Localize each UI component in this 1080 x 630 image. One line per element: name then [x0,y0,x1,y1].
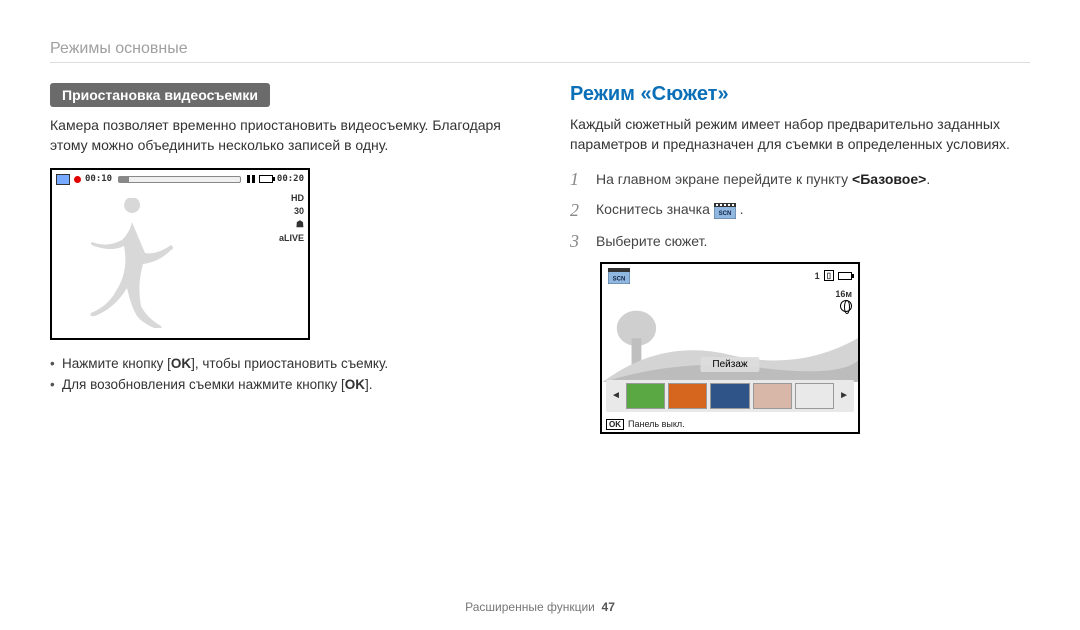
recording-top-bar: 00:10 00:20 [56,174,304,185]
scroll-left-icon[interactable]: ◄ [609,390,623,401]
pause-icon [247,175,255,183]
step-3-text: Выберите сюжет. [596,233,707,249]
stabilizer-icon: ☗ [279,220,304,229]
svg-text:SCN: SCN [613,276,626,282]
pause-instructions-list: Нажмите кнопку [OK], чтобы приостановить… [50,356,510,392]
step-2: 2 Коснитесь значка SCN . [570,200,1030,221]
step-1: 1 На главном экране перейдите к пункту <… [570,169,1030,190]
header-divider [50,62,1030,63]
page-number: 47 [602,600,615,614]
page-header: Режимы основные [50,40,1030,63]
scene-thumbnail-strip: ◄ ► [606,380,854,412]
right-column: Режим «Сюжет» Каждый сюжетный режим имее… [570,83,1030,434]
scene-bottom-strip: OK Панель выкл. [606,419,685,430]
bullet-resume: Для возобновления съемки нажмите кнопку … [50,377,510,392]
step-3: 3 Выберите сюжет. [570,231,1030,252]
battery-icon [838,272,852,280]
scene-mode-title: Режим «Сюжет» [570,83,1030,106]
dancer-silhouette-icon [72,198,242,328]
ok-button-glyph: OK [171,356,191,371]
scene-top-bar: SCN 1 ▯ [608,268,852,284]
page-footer: Расширенные функции 47 [0,600,1080,614]
scene-mode-description: Каждый сюжетный режим имеет набор предва… [570,114,1030,155]
recording-side-indicators: HD 30 ☗ aLIVE [279,194,304,244]
record-indicator-icon [74,176,81,183]
shot-count: 1 [815,271,820,281]
scene-selector-preview: SCN 1 ▯ 16м Пейзаж ◄ [600,262,860,434]
scn-badge-icon: SCN [608,268,630,284]
bullet-pause: Нажмите кнопку [OK], чтобы приостановить… [50,356,510,371]
ok-key-icon: OK [606,419,624,430]
af-live-indicator: aLIVE [279,234,304,243]
scene-thumbnail[interactable] [710,383,749,409]
step-number: 3 [570,231,586,252]
current-scene-label: Пейзаж [700,357,759,372]
seek-bar [118,176,241,183]
chapter-title: Режимы основные [50,40,1030,58]
recording-screen-preview: 00:10 00:20 HD 30 ☗ aLIVE [50,168,310,340]
panel-toggle-label: Панель выкл. [628,419,685,429]
scene-thumbnail[interactable] [626,383,665,409]
scroll-right-icon[interactable]: ► [837,390,851,401]
scene-thumbnail[interactable] [795,383,834,409]
svg-text:SCN: SCN [718,211,731,217]
step-1-text: На главном экране перейдите к пункту <Ба… [596,171,930,187]
scene-thumbnail[interactable] [753,383,792,409]
scene-mode-icon: SCN [714,203,736,219]
hd-indicator: HD [279,194,304,203]
step-number: 2 [570,200,586,221]
sd-card-icon: ▯ [824,270,834,281]
pause-recording-description: Камера позволяет временно приостановить … [50,115,510,156]
total-time: 00:20 [277,174,304,184]
battery-icon [259,175,273,183]
left-column: Приостановка видеосъемки Камера позволяе… [50,83,510,434]
fps-indicator: 30 [279,207,304,216]
steps-list: 1 На главном экране перейдите к пункту <… [570,169,1030,252]
ok-button-glyph: OK [345,377,365,392]
step-2-text: Коснитесь значка SCN . [596,201,744,218]
scene-thumbnail[interactable] [668,383,707,409]
content-columns: Приостановка видеосъемки Камера позволяе… [50,83,1030,434]
thumbnail-icon [56,174,70,185]
step-number: 1 [570,169,586,190]
footer-section-label: Расширенные функции [465,600,595,614]
pause-recording-heading: Приостановка видеосъемки [50,83,270,107]
elapsed-time: 00:10 [85,174,112,184]
